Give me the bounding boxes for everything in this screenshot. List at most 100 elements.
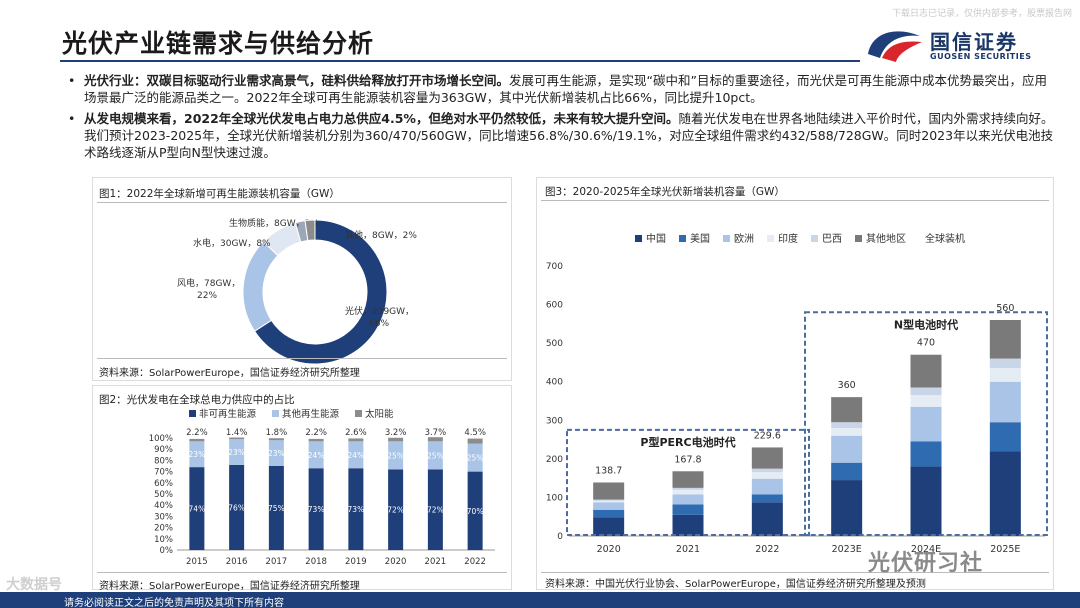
fig2-bar-label-1-4: 24% bbox=[348, 451, 365, 460]
footer-bar bbox=[0, 592, 1080, 608]
fig3-bar-4-1 bbox=[672, 487, 704, 490]
fig3-bar-4-0 bbox=[593, 499, 625, 501]
fig2-bar-label-1-6: 25% bbox=[427, 451, 444, 460]
fig2-ytick-3: 30% bbox=[154, 512, 173, 522]
watermark-left: 大数据号 bbox=[6, 577, 62, 593]
fig2-ytick-2: 20% bbox=[154, 524, 173, 534]
fig2-bar-1-5 bbox=[388, 441, 404, 470]
fig2-bar-0-4 bbox=[348, 468, 364, 550]
fig3-legend-label-1: 美国 bbox=[690, 232, 710, 245]
bullet-2-body: 随着光伏发电在世界各地陆续进入平价时代，国内外需求持续向好。我们预计2023-2… bbox=[84, 111, 1054, 160]
fig2-bar-2-6 bbox=[427, 437, 443, 442]
fig2-legend-swatch-1 bbox=[272, 410, 279, 417]
fig3-total-label-3: 360 bbox=[838, 380, 856, 391]
fig3-bar-2-4 bbox=[910, 406, 942, 442]
fig3-bar-0-1 bbox=[672, 514, 704, 536]
fig2-bar-label-1-5: 25% bbox=[387, 451, 404, 460]
fig3-bar-5-5 bbox=[989, 320, 1021, 359]
fig2-bar-1-4 bbox=[348, 441, 364, 469]
fig3-ytick-6: 600 bbox=[546, 301, 563, 311]
fig3-bar-0-2 bbox=[751, 502, 783, 536]
fig3-legend-swatch-1 bbox=[679, 235, 686, 242]
fig3-bar-2-5 bbox=[989, 381, 1021, 423]
fig2-source: 资料来源：SolarPowerEurope，国信证券经济研究所整理 bbox=[99, 581, 360, 592]
bullet-1-body: 发展可再生能源，是实现“碳中和”目标的重要途径，而光伏是可再生能源中成本优势最突… bbox=[84, 73, 1047, 105]
fig2-stacked-bar-chart: 非可再生能源 其他再生能源 太阳能0%10%20%30%40%50%60%70%80… bbox=[149, 408, 495, 567]
fig3-source-rule bbox=[541, 572, 1049, 573]
fig3-bar-1-3 bbox=[831, 462, 863, 481]
fig2-bar-0-0 bbox=[189, 467, 205, 550]
fig2-ytick-10: 100% bbox=[149, 434, 173, 444]
fig2-bar-label-0-2: 75% bbox=[268, 504, 285, 513]
fig3-ytick-2: 200 bbox=[546, 455, 563, 465]
fig3-ytick-1: 100 bbox=[546, 493, 563, 503]
fig3-source: 资料来源：中国光伏行业协会、SolarPowerEurope，国信证券经济研究所… bbox=[545, 579, 926, 590]
fig3-legend-swatch-4 bbox=[811, 235, 818, 242]
fig2-solar-label-4: 2.6% bbox=[345, 428, 367, 438]
fig2-bar-label-1-1: 23% bbox=[228, 448, 245, 457]
fig2-bar-2-2 bbox=[268, 438, 284, 441]
fig3-annotation-label-0: P型PERC电池时代 bbox=[640, 435, 735, 449]
fig2-ytick-8: 80% bbox=[154, 456, 173, 466]
fig2-solar-label-0: 2.2% bbox=[186, 428, 208, 438]
fig2-bar-1-2 bbox=[268, 440, 284, 466]
fig2-bar-2-3 bbox=[308, 438, 324, 442]
fig2-bar-2-4 bbox=[348, 438, 364, 442]
fig2-ytick-9: 90% bbox=[154, 445, 173, 455]
fig3-total-label-5: 560 bbox=[996, 303, 1014, 314]
donut-slice-0 bbox=[253, 219, 388, 364]
fig2-solar-label-7: 4.5% bbox=[464, 428, 486, 438]
fig2-bar-label-1-0: 23% bbox=[189, 450, 206, 459]
fig3-bar-1-1 bbox=[672, 504, 704, 515]
fig2-panel: 图2：光伏发电在全球总电力供应中的占比 非可再生能源 其他再生能源 太阳能 0% 10%… bbox=[92, 385, 512, 592]
fig2-bar-0-2 bbox=[268, 466, 284, 550]
fig1-title-rule bbox=[97, 202, 507, 203]
fig2-source-rule bbox=[97, 572, 507, 573]
fig2-bar-label-0-6: 72% bbox=[427, 506, 444, 515]
fig3-bar-1-4 bbox=[910, 441, 942, 467]
donut-pct-0: 66% bbox=[369, 319, 389, 329]
fig3-xtick-3: 2023E bbox=[832, 544, 862, 555]
fig2-xtick-0: 2015 bbox=[186, 557, 208, 567]
fig1-donut-chart: 光伏，239GW， 66% 风电，78GW， 22% 水电，30GW，8% 生物质能，8G… bbox=[177, 217, 417, 364]
summary-bullets: 光伏行业：双碳目标驱动行业需求高景气，硅料供给释放打开市场增长空间。发展可再生能… bbox=[68, 72, 1058, 165]
fig3-ytick-0: 0 bbox=[557, 532, 563, 542]
fig3-panel: 图3：2020-2025年全球光伏新增装机容量（GW） 中国 美国 欧洲 印度 巴西 其他… bbox=[536, 177, 1054, 590]
top-disclaimer: 下载日志已记录，仅供内部参考，股票报告网 bbox=[891, 9, 1072, 19]
bullet-1-lead: 光伏行业：双碳目标驱动行业需求高景气，硅料供给释放打开市场增长空间。 bbox=[84, 73, 510, 88]
logo-en: GUOSEN SECURITIES bbox=[930, 52, 1032, 61]
fig3-total-label-0: 138.7 bbox=[595, 466, 622, 477]
donut-pct-1: 22% bbox=[197, 291, 217, 301]
donut-slice-1 bbox=[242, 240, 279, 332]
fig2-bar-1-7 bbox=[467, 443, 483, 472]
logo-cn: 国信证券 bbox=[930, 30, 1018, 54]
fig3-total-label-2: 229.6 bbox=[754, 430, 781, 441]
fig2-legend-label-0: 非可再生能源 bbox=[199, 408, 257, 420]
fig1-panel: 图1：2022年全球新增可再生能源装机容量（GW） 光伏，239GW， 66% 风电… bbox=[92, 177, 512, 381]
fig2-bar-label-1-7: 25% bbox=[467, 454, 484, 463]
fig2-bar-label-0-3: 73% bbox=[308, 505, 325, 514]
fig2-bar-label-0-0: 74% bbox=[189, 505, 206, 514]
fig2-bar-2-7 bbox=[467, 438, 483, 444]
fig3-xtick-5: 2025E bbox=[990, 544, 1020, 555]
fig2-xtick-2: 2017 bbox=[266, 557, 288, 567]
fig2-bar-1-3 bbox=[308, 441, 324, 469]
fig3-bar-3-1 bbox=[672, 489, 704, 495]
fig2-xtick-5: 2020 bbox=[385, 557, 407, 567]
fig3-bar-2-3 bbox=[831, 435, 863, 463]
page-title: 光伏产业链需求与供给分析 bbox=[62, 29, 375, 58]
fig3-legend-label-2: 欧洲 bbox=[734, 233, 754, 245]
fig2-bar-0-1 bbox=[229, 464, 245, 550]
fig3-stacked-bar-chart: 中国 美国 欧洲 印度 巴西 其他地区 全球装机 0 100 200 300 400 500 600 700… bbox=[546, 232, 1048, 555]
fig2-solar-label-2: 1.8% bbox=[266, 428, 288, 438]
fig3-bar-0-3 bbox=[831, 480, 863, 536]
fig3-bar-3-4 bbox=[910, 395, 942, 407]
fig2-xtick-4: 2019 bbox=[345, 557, 367, 567]
fig3-bar-1-5 bbox=[989, 422, 1021, 452]
fig2-bar-1-1 bbox=[229, 439, 245, 465]
bullet-2: 从发电规模来看，2022年全球光伏发电占电力总供应4.5%，但绝对水平仍然较低，… bbox=[68, 110, 1058, 161]
fig3-legend-label-3: 印度 bbox=[778, 232, 798, 245]
fig2-ytick-4: 40% bbox=[154, 501, 173, 511]
donut-label-3: 生物质能，8GW，2% bbox=[229, 217, 319, 229]
fig3-ytick-7: 700 bbox=[546, 262, 563, 272]
